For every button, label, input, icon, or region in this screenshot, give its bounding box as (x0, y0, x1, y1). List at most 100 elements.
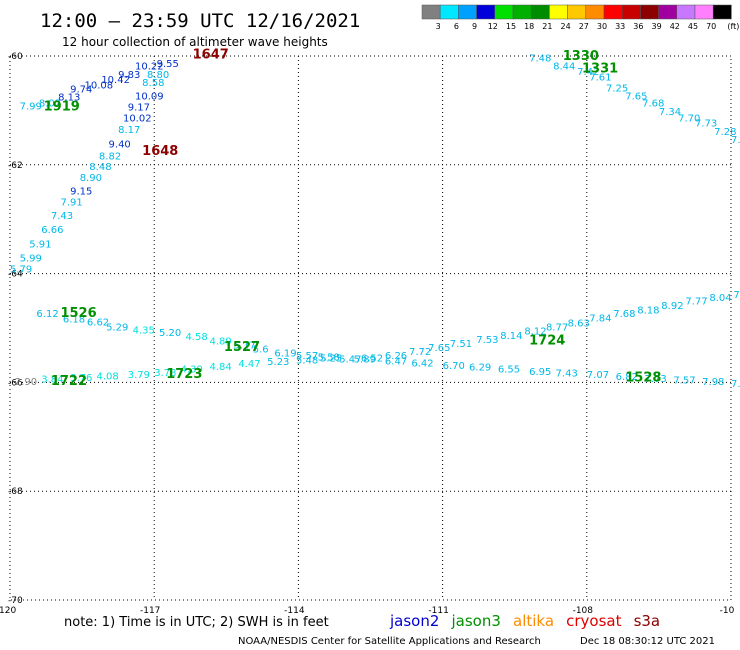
swh-value: 5.6 (253, 344, 269, 355)
time-label: 1526 (60, 306, 96, 321)
swh-value: 8.92 (661, 301, 683, 312)
legend-label: 12 (488, 22, 498, 31)
swh-color-legend: 3 6 9 12 15 18 21 24 27 30 33 36 39 42 45 70 (ft) (421, 4, 739, 31)
swh-value: 7.68 (613, 309, 635, 320)
swh-value: 5.89 (354, 354, 376, 365)
swh-value: 7.65 (625, 92, 647, 103)
swh-value: 7.47 (731, 379, 740, 390)
y-axis-ticks: -60 -62 -64 -66 -68 -70 (8, 52, 23, 606)
y-tick-label: -60 (8, 52, 23, 62)
swh-value: 8.18 (637, 305, 659, 316)
swh-value: 5.20 (159, 328, 181, 339)
y-tick-label: -68 (8, 487, 23, 497)
x-tick-label: -120 (0, 606, 16, 616)
swh-value: 8.77 (546, 323, 568, 334)
swh-value: 4.58 (185, 332, 207, 343)
swh-value: 5.79 (10, 265, 32, 276)
time-label: 1647 (193, 48, 229, 63)
swh-value: 8.82 (99, 151, 121, 162)
swh-value: 8.48 (89, 162, 111, 173)
x-axis-ticks: -120 -117 -114 -111 -108 -10 (0, 606, 735, 616)
swh-value: 4.39 (181, 365, 203, 376)
swh-value: 7.24 (731, 135, 740, 146)
swh-value: 7.98 (702, 377, 724, 388)
swh-value: 5.57 (296, 351, 318, 362)
x-tick-label: -10 (720, 606, 735, 616)
legend-swatch (494, 4, 514, 20)
time-label: 1648 (142, 144, 178, 159)
footer-note: note: 1) Time is in UTC; 2) SWH is in fe… (64, 615, 329, 630)
swh-value: 6.12 (36, 309, 58, 320)
satellite-s3a: s3a (634, 612, 661, 630)
swh-value: 7.42 (577, 67, 599, 78)
time-label: 1919 (44, 99, 80, 114)
legend-label: 36 (633, 22, 643, 31)
time-label: 1724 (529, 333, 565, 348)
swh-value: 7.57 (673, 375, 695, 386)
time-label: 1527 (224, 340, 260, 355)
legend-label: 45 (688, 22, 698, 31)
legend-label: 30 (597, 22, 607, 31)
x-tick-label: -117 (140, 606, 160, 616)
swh-value: 7.73 (695, 119, 717, 130)
satellite-jason3: jason3 (451, 612, 501, 630)
legend-label: 27 (579, 22, 589, 31)
swh-value: 3.79 (128, 370, 150, 381)
legend-label: 21 (542, 22, 552, 31)
swh-value: 6.19 (274, 348, 296, 359)
swh-value: 10.22 (135, 62, 164, 73)
legend-swatch (458, 4, 477, 20)
chart-title: 12:00 — 23:59 UTC 12/16/2021 (40, 10, 360, 32)
credit-text: NOAA/NESDIS Center for Satellite Applica… (238, 636, 541, 647)
swh-value: 6.55 (498, 365, 520, 376)
timestamp: Dec 18 08:30:12 UTC 2021 (580, 636, 715, 647)
swh-value: 5.47 (339, 354, 361, 365)
swh-value: 7.48 (529, 53, 551, 64)
swh-value: 3.84 (41, 374, 63, 385)
satellite-cryosat: cryosat (566, 612, 621, 630)
legend-swatch (421, 4, 441, 20)
swh-value: 10.02 (123, 113, 152, 124)
swh-value: 6.66 (41, 225, 63, 236)
legend-label: 6 (454, 22, 459, 31)
swh-value: 8.58 (142, 78, 164, 89)
swh-value: 5.99 (20, 254, 42, 265)
swh-value: 7.73 (644, 374, 666, 385)
legend-swatch (676, 4, 696, 20)
swh-value: 8.13 (58, 93, 80, 104)
swh-value: 5.29 (106, 323, 128, 334)
y-tick-label: -62 (8, 161, 23, 171)
swh-value: 4.84 (209, 362, 231, 373)
swh-value: 7.99 (20, 101, 42, 112)
legend-label: 15 (506, 22, 516, 31)
swh-value: 3.76 (70, 373, 92, 384)
chart-subtitle: 12 hour collection of altimeter wave hei… (62, 35, 328, 49)
swh-value: 8.90 (80, 173, 102, 184)
swh-value: 7.25 (606, 83, 628, 94)
swh-value: 6.62 (87, 317, 109, 328)
legend-label: 3 (436, 22, 441, 31)
swh-value: 8.02 (39, 99, 61, 110)
swh-value: 7.68 (642, 99, 664, 110)
swh-value: 6.47 (385, 356, 407, 367)
legend-swatch (530, 4, 550, 20)
time-label: 1722 (51, 374, 87, 389)
legend-label: 18 (524, 22, 534, 31)
y-tick-label: -70 (8, 596, 23, 606)
legend-label: 39 (652, 22, 662, 31)
swh-value: 9.55 (157, 59, 179, 70)
legend-label: 33 (615, 22, 625, 31)
swh-value: 5.48 (296, 355, 318, 366)
swh-value: 6.26 (385, 351, 407, 362)
swh-value: 8.44 (553, 62, 575, 73)
legend-swatch (712, 4, 732, 20)
x-tick-label: -108 (573, 606, 594, 616)
legend-label: 42 (670, 22, 680, 31)
swh-value: 6.95 (529, 367, 551, 378)
swh-value: 7.72 (409, 347, 431, 358)
legend-swatch (549, 4, 568, 20)
swh-value: 7.43 (556, 368, 578, 379)
satellite-jason2: jason2 (389, 612, 439, 630)
swh-value: 7.28 (714, 127, 736, 138)
